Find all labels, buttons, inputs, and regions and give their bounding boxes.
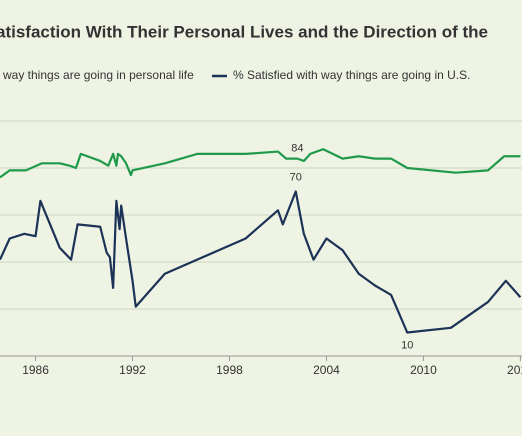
x-tick-label: 2004 bbox=[313, 363, 340, 377]
x-tick-label: 1992 bbox=[119, 363, 146, 377]
x-tick-label: 1986 bbox=[22, 363, 49, 377]
x-tick-label: 2010 bbox=[410, 363, 437, 377]
legend-label: way things are going in personal life bbox=[2, 68, 194, 82]
chart-title: atisfaction With Their Personal Lives an… bbox=[0, 22, 488, 41]
series-line bbox=[0, 190, 522, 334]
series-line bbox=[0, 148, 521, 179]
annotation: 70 bbox=[290, 171, 302, 183]
annotation: 10 bbox=[401, 339, 413, 351]
legend-label: % Satisfied with way things are going in… bbox=[233, 68, 470, 82]
x-tick-label: 2016 bbox=[507, 363, 522, 377]
x-tick-label: 1998 bbox=[216, 363, 243, 377]
annotation: 84 bbox=[291, 143, 303, 155]
